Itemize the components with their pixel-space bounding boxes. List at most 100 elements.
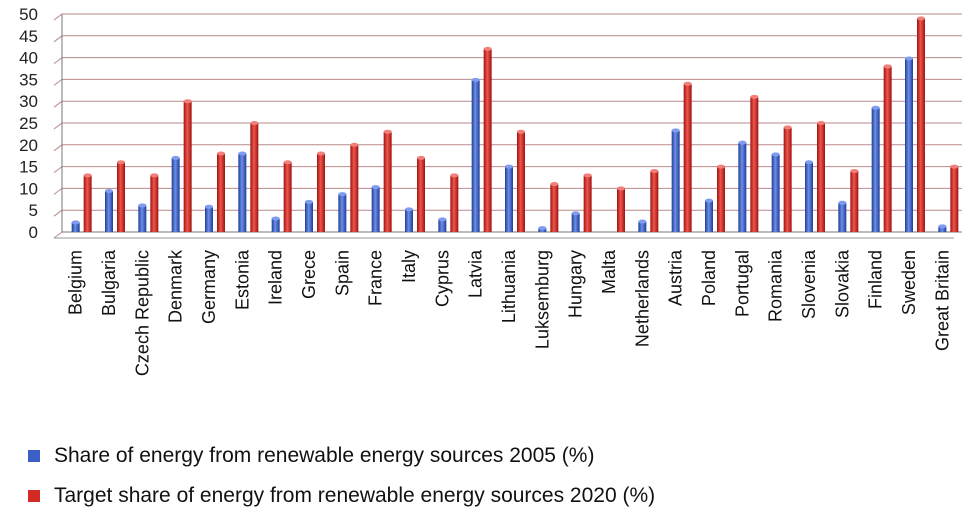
bar-2005 [138,205,147,232]
bar-cap [738,140,747,145]
bar-2020 [317,153,325,232]
bar-2020 [550,184,559,232]
bar-2020 [417,157,425,232]
legend-swatch-2005 [28,450,40,462]
y-tick-label: 35 [19,70,38,89]
bar-2020 [650,170,659,232]
bar-2020 [717,166,725,232]
bar-cap [471,77,480,82]
category-labels: Belgium Bulgaria Czech Republic Denmark Germ… [66,249,953,376]
x-tick-label: France [366,250,386,306]
gridline-depth [53,122,63,130]
bar-2005 [71,222,80,232]
x-tick-label: Malta [599,249,619,294]
bar-2020 [350,144,359,232]
bar-2005 [905,58,913,232]
x-tick-label: Estonia [232,249,252,310]
x-tick-label: Czech Republic [132,250,152,376]
bar-cap [550,182,559,187]
bar-cap [350,142,359,147]
gridline-depth [53,100,63,108]
y-tick-label: 50 [19,5,38,24]
bar-2020 [117,162,125,232]
x-tick-label: Great Britain [932,250,952,351]
bar-2020 [383,131,392,232]
x-tick-label: Spain [332,250,352,296]
bar-cap [283,160,292,165]
bar-2020 [283,162,292,232]
bar-2020 [583,175,592,232]
x-tick-label: Denmark [166,249,186,323]
bar-cap [117,160,125,165]
bar-cap [250,121,259,125]
x-tick-label: Netherlands [632,250,652,347]
bar-cap [305,199,313,204]
bar-cap [383,129,392,134]
gridline-depth [53,209,63,217]
bar-cap [871,105,880,110]
gridline-depth [53,57,63,64]
bar-2020 [517,131,525,232]
bar-cap [517,129,525,134]
bar-cap [405,207,413,212]
bar-2020 [450,175,459,232]
x-tick-label: Bulgaria [99,249,119,316]
bar-cap [617,186,625,191]
bar-cap [917,16,925,21]
bar-2005 [938,226,947,232]
y-tick-label: 5 [29,201,38,220]
bar-2020 [217,153,225,232]
bar-cap [317,151,325,156]
bar-2020 [750,96,759,232]
bar-2020 [783,127,792,232]
bar-2020 [817,123,825,232]
bar-2020 [883,66,892,232]
bar-cap [838,200,847,205]
bar-chart: 0 5 10 15 20 25 30 35 40 45 50 Belgium Bulgaria Czec… [19,5,962,376]
bar-2020 [150,175,159,232]
x-tick-label: Portugal [732,250,752,317]
gridline-depth [53,79,63,86]
x-tick-label: Luksemburg [532,250,552,349]
bar-2020 [917,18,925,232]
bar-cap [717,164,725,169]
bar-2005 [771,154,780,232]
x-tick-label: Italy [399,250,419,283]
legend-item-2005: Share of energy from renewable energy so… [28,444,594,468]
bar-2005 [105,191,113,232]
x-tick-label: Poland [699,250,719,306]
bar-2005 [271,218,280,232]
y-tick-label: 15 [19,158,38,177]
bar-2005 [871,107,880,232]
bar-cap [450,173,459,178]
bar-2005 [338,194,347,232]
bar-cap [883,64,892,69]
bar-2005 [371,187,380,232]
bar-cap [905,56,913,61]
bar-2005 [405,209,413,232]
gridline-depth [53,187,63,195]
bar-cap [71,220,80,225]
bar-cap [750,94,759,99]
bar-2005 [805,162,813,232]
bar-cap [417,155,425,160]
bar-cap [950,164,959,169]
bar-cap [371,185,380,190]
bar-2020 [250,123,259,232]
gridline-depth [53,13,63,21]
x-tick-label: Slovakia [832,249,852,318]
bar-cap [483,46,492,51]
y-tick-label: 30 [19,92,38,111]
bar-2005 [571,213,580,232]
bar-cap [783,125,792,130]
x-tick-label: Belgium [66,250,86,315]
y-tick-label: 40 [19,49,38,68]
bar-cap [571,211,580,216]
y-tick-label: 10 [19,179,38,198]
x-tick-label: Lithuania [499,249,519,323]
bar-cap [271,216,280,221]
legend-label-2020: Target share of energy from renewable en… [54,484,656,507]
bar-2005 [505,166,513,232]
gridline-depth [53,35,63,43]
bar-2020 [850,170,859,232]
